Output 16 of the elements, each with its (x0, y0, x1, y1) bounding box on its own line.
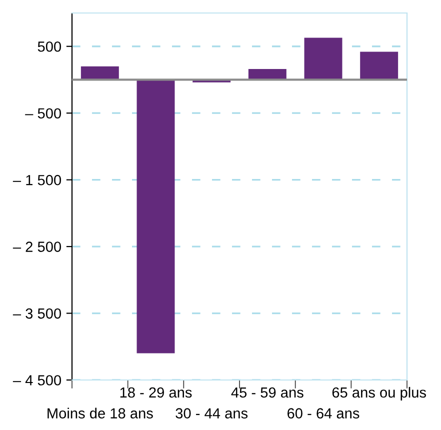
y-tick-label: 500 (38, 41, 62, 52)
y-tick-label: – 3 500 (12, 308, 62, 319)
x-tick-label: 18 - 29 ans (120, 387, 192, 398)
y-tick-label: – 2 500 (12, 242, 62, 252)
x-tick-label: 30 - 44 ans (176, 408, 248, 418)
bar (136, 80, 175, 354)
x-tick-label: 65 ans ou plus (332, 386, 426, 401)
x-tick-label: 45 - 59 ans (231, 387, 304, 398)
bar (80, 66, 119, 80)
x-tick-label: Moins de 18 ans (48, 408, 153, 418)
x-tick-label: 60 - 64 ans (288, 408, 360, 418)
bar (304, 38, 342, 80)
y-tick-label: – 4 500 (12, 375, 62, 386)
y-tick-label: – 500 (25, 108, 62, 119)
y-tick-label: – 1 500 (12, 174, 62, 186)
bar (360, 52, 398, 80)
